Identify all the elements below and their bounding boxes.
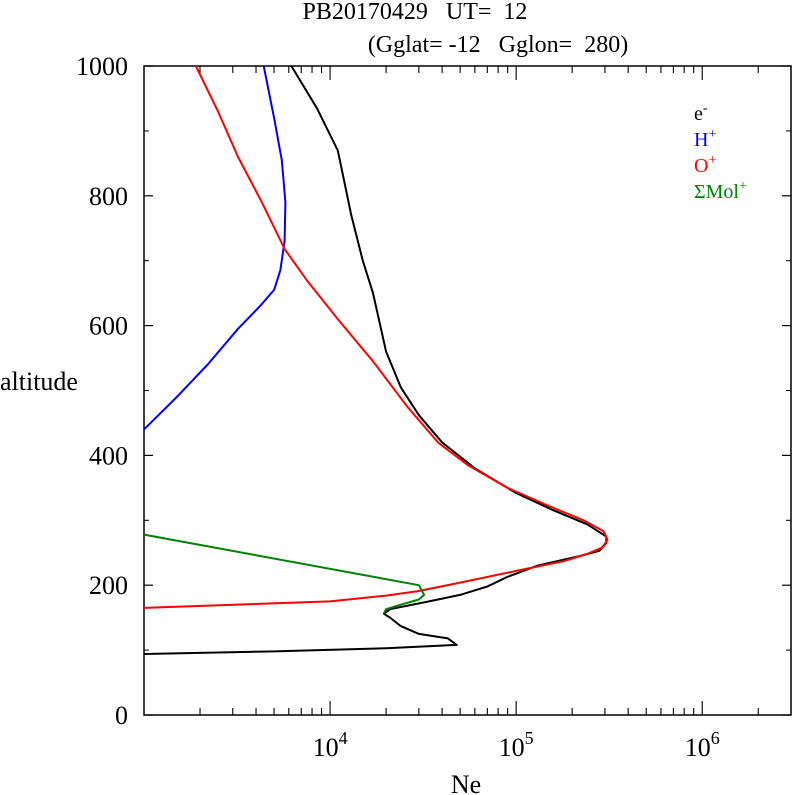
x-axis-ticks: 104 105 106 [199,66,759,762]
chart-title-line1: PB20170429 UT= 12 [303,0,528,25]
y-axis-label: altitude [0,367,78,396]
y-tick-label: 1000 [76,52,128,81]
series-e-line [143,65,608,655]
chart-title-line2: (Gglat= -12 Gglon= 280) [368,32,628,58]
legend-entry: H+ [694,127,716,151]
x-tick-label: 106 [685,728,720,762]
legend-entry: O+ [694,153,716,177]
series-mol-line [143,533,426,614]
series-lines [143,65,609,655]
y-tick-label: 200 [89,571,128,600]
y-tick-label: 0 [115,701,128,730]
x-tick-label: 104 [313,728,348,762]
y-tick-label: 400 [89,441,128,470]
series-h-line [143,65,287,431]
y-tick-label: 800 [89,182,128,211]
x-axis-label: Ne [451,770,481,795]
y-tick-label: 600 [89,312,128,341]
legend-entry: e- [694,101,708,125]
y-axis-ticks: 0 200 400 600 800 1000 [76,52,791,730]
legend-entry: ΣMol+ [694,179,747,203]
x-tick-label: 105 [499,728,534,762]
series-o-line [143,65,609,609]
legend: e-H+O+ΣMol+ [694,101,747,203]
